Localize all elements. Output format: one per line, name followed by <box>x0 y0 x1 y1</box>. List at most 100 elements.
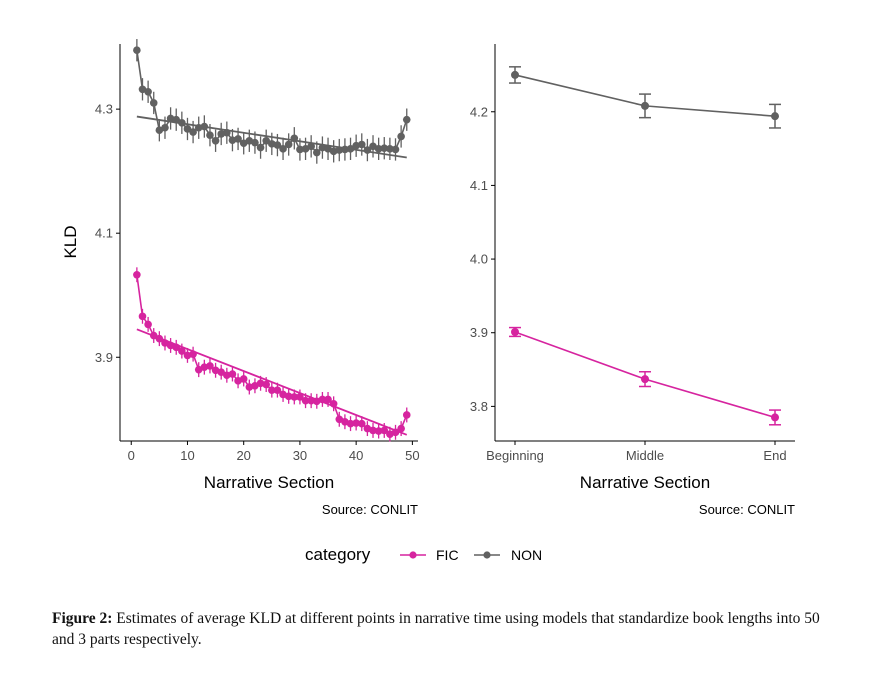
data-point-fic <box>290 393 299 401</box>
data-point-non <box>284 140 293 149</box>
data-point-fic <box>284 392 293 401</box>
data-point-fic <box>307 396 315 405</box>
left-x-tick-label: 50 <box>405 448 419 463</box>
right-x-tick-label: Middle <box>626 448 664 463</box>
data-point-non <box>374 145 383 153</box>
data-point-non <box>172 115 181 124</box>
series-non <box>509 66 781 129</box>
legend-point-non <box>483 551 491 559</box>
data-point-non <box>335 146 344 154</box>
data-point-fic <box>133 270 141 279</box>
data-point-non <box>133 46 141 55</box>
data-point-fic <box>329 399 338 408</box>
caption-text: Estimates of average KLD at different po… <box>52 610 820 648</box>
data-point-non <box>211 136 220 145</box>
data-point-fic <box>380 426 389 435</box>
data-point-fic <box>374 427 383 435</box>
data-point-non <box>273 141 282 149</box>
legend-key-fic: FIC <box>400 547 459 563</box>
legend-point-fic <box>409 551 417 559</box>
data-point-fic <box>301 396 310 405</box>
legend-label-non: NON <box>511 547 542 563</box>
data-point-fic <box>324 395 332 404</box>
right-plot-area <box>509 66 781 426</box>
right-y-tick-label: 4.2 <box>470 104 488 119</box>
data-point-non <box>511 70 519 79</box>
data-point-fic <box>262 380 270 389</box>
data-point-non <box>149 99 158 107</box>
legend-key-non: NON <box>474 547 542 563</box>
data-point-fic <box>511 327 519 336</box>
data-point-fic <box>268 386 276 394</box>
data-point-fic <box>402 411 411 419</box>
left-x-tick-label: 20 <box>236 448 250 463</box>
left-x-tick-label: 30 <box>293 448 307 463</box>
data-point-non <box>144 87 152 96</box>
data-point-fic <box>346 419 355 428</box>
left-y-tick-label: 4.3 <box>95 102 113 117</box>
left-x-ticks: 0 10 20 30 40 50 <box>128 441 420 463</box>
data-point-fic <box>217 368 226 376</box>
legend: category FIC NON <box>305 545 542 564</box>
data-point-non <box>178 118 186 127</box>
data-point-non <box>161 123 169 132</box>
left-x-tick-label: 40 <box>349 448 363 463</box>
data-point-non <box>296 145 304 154</box>
data-point-fic <box>228 370 237 378</box>
series-non <box>133 39 411 164</box>
data-point-non <box>357 140 366 149</box>
series-fic <box>509 326 781 426</box>
data-point-fic <box>273 386 282 394</box>
data-point-non <box>262 136 270 145</box>
data-point-non <box>386 145 394 153</box>
data-point-non <box>641 101 649 110</box>
data-point-non <box>397 132 405 141</box>
data-point-fic <box>296 393 304 401</box>
data-point-fic <box>149 331 158 340</box>
data-point-non <box>391 145 400 154</box>
right-x-tick-label: Beginning <box>486 448 544 463</box>
data-point-non <box>256 143 265 152</box>
caption-label: Figure 2: <box>52 610 113 627</box>
right-y-tick-label: 4.1 <box>470 178 488 193</box>
data-point-non <box>206 131 214 139</box>
right-x-axis-title: Narrative Section <box>580 473 710 492</box>
data-point-non <box>380 144 389 153</box>
left-panel: 3.94.14.3 0 10 20 30 40 50 Narrative Section … <box>61 39 420 517</box>
left-plot-area <box>133 39 411 442</box>
data-point-non <box>251 138 259 147</box>
right-x-ticks: Beginning Middle End <box>486 441 787 463</box>
data-point-non <box>183 125 192 133</box>
data-point-non <box>771 112 779 121</box>
data-point-fic <box>239 375 248 383</box>
series-fic <box>133 267 411 442</box>
left-y-ticks: 3.9 4.1 4.3 <box>95 102 120 365</box>
right-source-note: Source: CONLIT <box>699 502 795 517</box>
legend-title: category <box>305 545 371 564</box>
data-point-non <box>189 128 197 136</box>
data-point-fic <box>172 343 181 352</box>
right-x-tick-label: End <box>763 448 786 463</box>
data-point-fic <box>397 424 405 433</box>
data-point-non <box>223 128 231 137</box>
data-point-fic <box>641 375 649 384</box>
left-x-tick-label: 10 <box>180 448 194 463</box>
data-point-fic <box>369 426 377 435</box>
data-point-non <box>200 122 209 131</box>
data-point-non <box>234 135 242 143</box>
data-point-non <box>402 115 411 124</box>
right-y-ticks: 3.8 3.9 4.0 4.1 4.2 <box>470 104 495 414</box>
right-y-tick-label: 4.0 <box>470 252 488 267</box>
data-point-non <box>307 142 315 151</box>
data-point-non <box>341 145 349 154</box>
right-y-tick-label: 3.8 <box>470 399 488 414</box>
left-y-axis-title: KLD <box>61 225 80 258</box>
figure: 3.94.14.3 0 10 20 30 40 50 Narrative Section … <box>61 39 795 564</box>
data-point-non <box>363 146 372 154</box>
legend-label-fic: FIC <box>436 547 459 563</box>
data-point-non <box>346 145 355 153</box>
data-point-non <box>279 145 287 153</box>
data-point-fic <box>771 413 779 422</box>
data-point-fic <box>138 312 147 321</box>
right-panel: 3.8 3.9 4.0 4.1 4.2 Beginning Middle End Narra… <box>470 44 795 517</box>
